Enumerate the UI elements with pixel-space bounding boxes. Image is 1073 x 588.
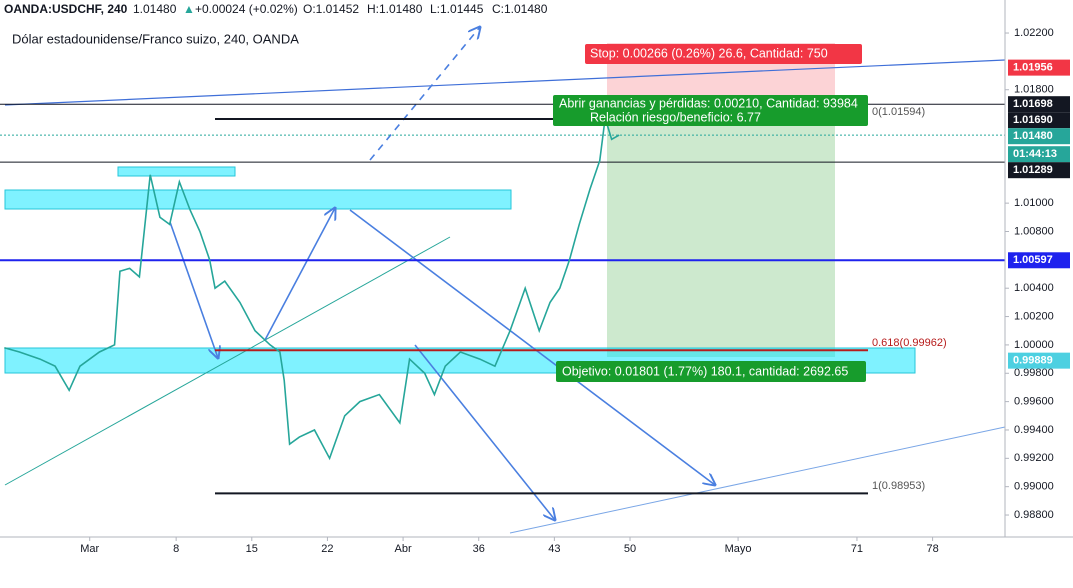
y-tick-label: 1.00000 bbox=[1014, 339, 1054, 351]
price-tag: 1.01289 bbox=[1013, 164, 1053, 176]
fib-label: 0.618(0.99962) bbox=[872, 337, 947, 349]
subtitle: Dólar estadounidense/Franco suizo, 240, … bbox=[12, 31, 299, 46]
price-tag-bg bbox=[1008, 59, 1070, 76]
price-tag: 0.99889 bbox=[1013, 355, 1053, 367]
stop-label-bg bbox=[585, 44, 862, 64]
arrow bbox=[369, 27, 480, 161]
x-tick-label: 71 bbox=[851, 543, 863, 555]
y-tick-label: 0.99000 bbox=[1014, 481, 1054, 493]
x-tick-label: 8 bbox=[173, 543, 179, 555]
y-tick-label: 0.99200 bbox=[1014, 452, 1054, 464]
zone bbox=[117, 166, 236, 177]
y-tick-label: 0.99400 bbox=[1014, 424, 1054, 436]
pnl-label: Abrir ganancias y pérdidas: 0.00210, Can… bbox=[559, 96, 858, 110]
price-tag-bg bbox=[1008, 252, 1070, 269]
y-tick-label: 0.98800 bbox=[1014, 509, 1054, 521]
change-arrow: ▲ bbox=[183, 2, 195, 16]
y-tick-label: 1.02200 bbox=[1014, 27, 1054, 39]
zone bbox=[4, 189, 512, 210]
change: +0.00024 (+0.02%) bbox=[195, 2, 298, 16]
close: C:1.01480 bbox=[492, 2, 548, 16]
price-tag-bg bbox=[1008, 352, 1070, 369]
price-tag: 1.01690 bbox=[1013, 114, 1053, 126]
x-tick-label: 43 bbox=[548, 543, 560, 555]
target-label-bg bbox=[556, 361, 866, 382]
price-tag: 1.01698 bbox=[1013, 98, 1053, 110]
y-tick-label: 0.99600 bbox=[1014, 396, 1054, 408]
arrow bbox=[264, 208, 335, 341]
fib-label: 1(0.98953) bbox=[872, 480, 925, 492]
price-tag-bg bbox=[1008, 128, 1070, 145]
header: OANDA:USDCHF, 240 1.01480 ▲ +0.00024 (+0… bbox=[4, 2, 548, 46]
x-tick-label: Mar bbox=[80, 543, 99, 555]
y-tick-label: 1.00400 bbox=[1014, 282, 1054, 294]
trendline bbox=[509, 426, 1006, 534]
x-tick-label: 78 bbox=[926, 543, 938, 555]
fib-label: 0(1.01594) bbox=[872, 106, 925, 118]
x-tick-label: 22 bbox=[321, 543, 333, 555]
y-tick-label: 0.99800 bbox=[1014, 367, 1054, 379]
price-tag-bg bbox=[1008, 162, 1070, 179]
y-tick-label: 1.01800 bbox=[1014, 84, 1054, 96]
arrows bbox=[169, 27, 715, 520]
price-tag: 1.01956 bbox=[1013, 62, 1053, 74]
price-tag: 1.00597 bbox=[1013, 254, 1053, 266]
arrow bbox=[349, 209, 715, 485]
low: L:1.01445 bbox=[430, 2, 484, 16]
x-tick-label: Abr bbox=[395, 543, 412, 555]
y-tick-label: 1.01000 bbox=[1014, 197, 1054, 209]
price-tag-bg bbox=[1008, 112, 1070, 129]
chart-title: OANDA:USDCHF, 240 bbox=[4, 2, 128, 16]
trendline bbox=[4, 236, 451, 486]
pnl-label-bg bbox=[553, 95, 868, 126]
y-tick-label: 1.00800 bbox=[1014, 225, 1054, 237]
risk-reward-label: Relación riesgo/beneficio: 6.77 bbox=[590, 110, 761, 124]
chart-layer: 0(1.01594) 0.618(0.99962) 1(0.98953) bbox=[0, 103, 1005, 495]
trendline bbox=[4, 59, 1006, 106]
last-price: 1.01480 bbox=[133, 2, 177, 16]
x-tick-label: Mayo bbox=[725, 543, 752, 555]
price-tag: 1.01480 bbox=[1013, 130, 1053, 142]
countdown-bg bbox=[1008, 146, 1070, 163]
arrow bbox=[414, 344, 555, 520]
stop-label: Stop: 0.00266 (0.26%) 26.6, Cantidad: 75… bbox=[590, 46, 828, 60]
arrow bbox=[169, 221, 218, 358]
y-tick-label: 1.00200 bbox=[1014, 310, 1054, 322]
price-line bbox=[4, 117, 620, 461]
target-zone bbox=[607, 118, 835, 357]
target-label: Objetivo: 0.01801 (1.77%) 180.1, cantida… bbox=[562, 364, 848, 378]
x-tick-label: 15 bbox=[246, 543, 258, 555]
price-tag-bg bbox=[1008, 96, 1070, 113]
x-tick-label: 50 bbox=[624, 543, 636, 555]
high: H:1.01480 bbox=[367, 2, 423, 16]
x-tick-label: 36 bbox=[473, 543, 485, 555]
countdown: 01:44:13 bbox=[1013, 148, 1057, 160]
open: O:1.01452 bbox=[303, 2, 359, 16]
